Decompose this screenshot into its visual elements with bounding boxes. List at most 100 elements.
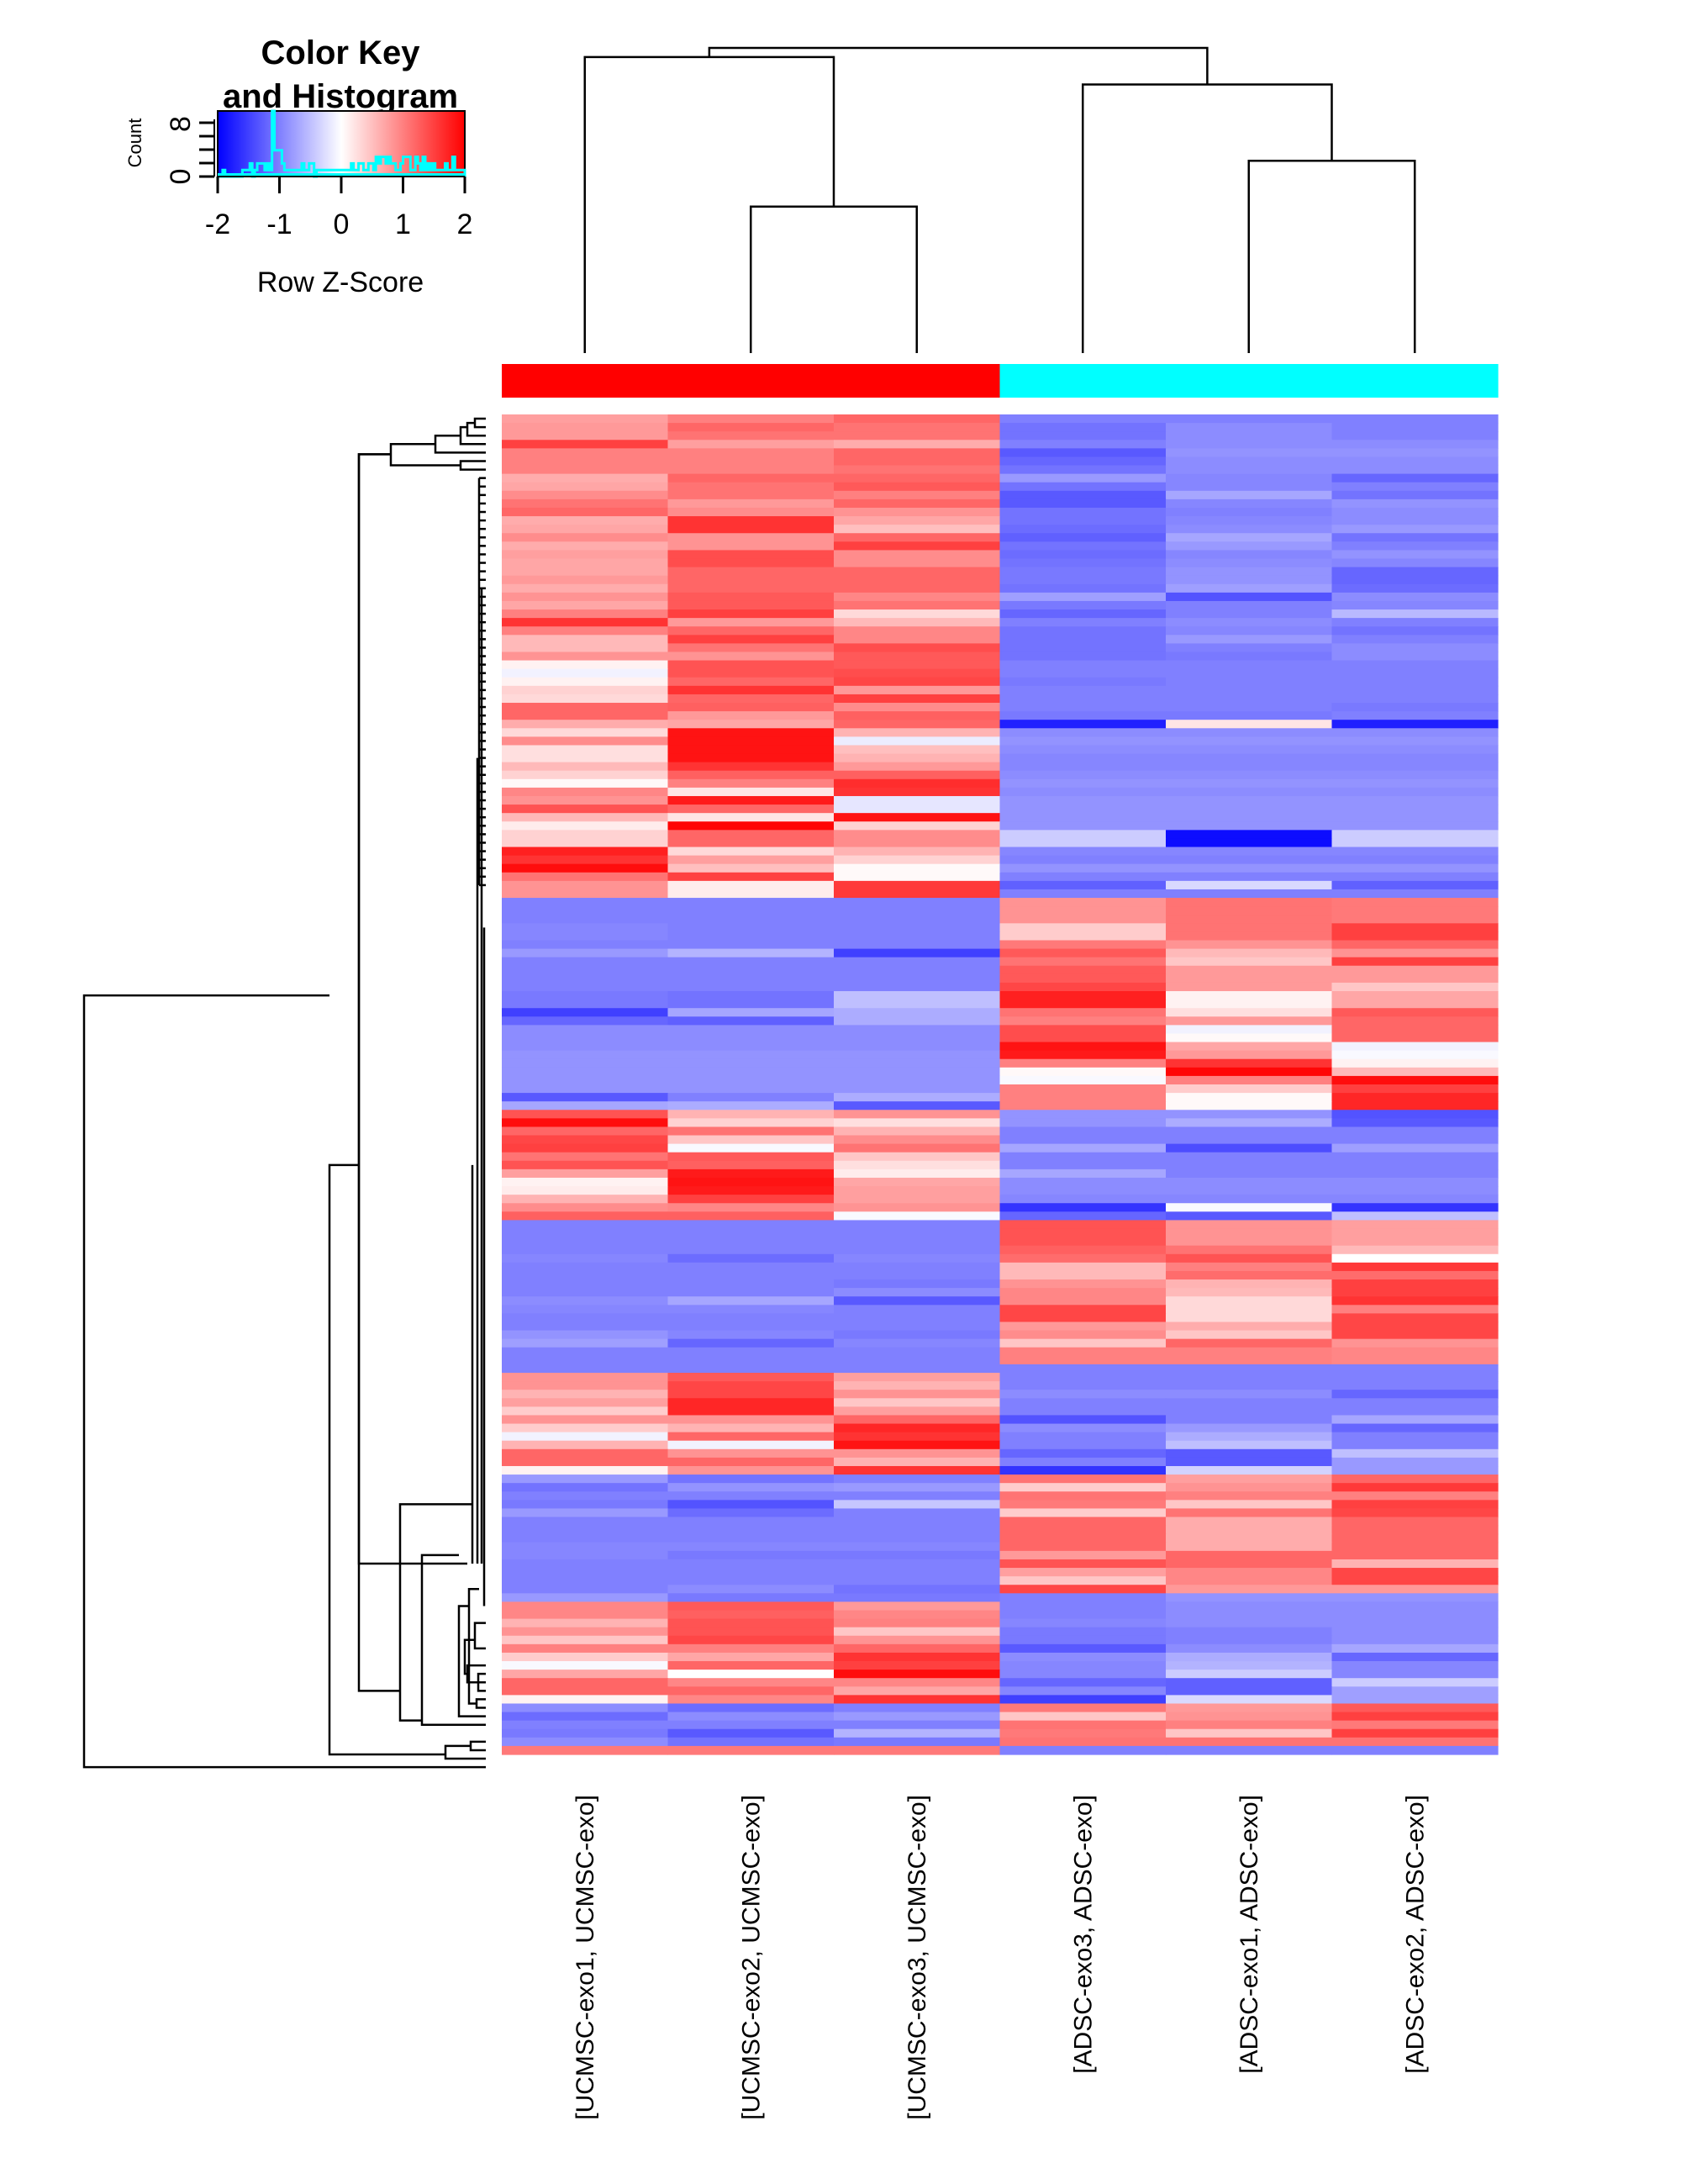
heatmap-cell — [999, 889, 1167, 899]
heatmap-cell — [999, 957, 1167, 967]
heatmap-cell — [667, 1517, 835, 1527]
heatmap-cell — [502, 1712, 669, 1722]
heatmap-cell — [667, 583, 835, 593]
heatmap-cell — [502, 668, 669, 678]
heatmap-cell — [999, 1110, 1167, 1119]
heatmap-cell — [999, 923, 1167, 933]
heatmap-cell — [1331, 1305, 1499, 1314]
heatmap-cell — [1166, 1177, 1333, 1187]
heatmap-cell — [1166, 1279, 1333, 1289]
heatmap-cell — [834, 541, 1001, 551]
heatmap-cell — [1331, 1712, 1499, 1722]
heatmap-cell — [1166, 1440, 1333, 1450]
heatmap-cell — [834, 1330, 1001, 1340]
heatmap-cell — [502, 821, 669, 831]
heatmap-cell — [1331, 499, 1499, 509]
heatmap-cell — [667, 1016, 835, 1026]
heatmap-cell — [999, 1550, 1167, 1560]
heatmap-cell — [1331, 915, 1499, 924]
heatmap-cell — [667, 635, 835, 644]
heatmap-cell — [502, 490, 669, 500]
heatmap-cell — [667, 1508, 835, 1518]
heatmap-cell — [502, 1500, 669, 1510]
heatmap-cell — [1331, 533, 1499, 542]
heatmap-cell — [667, 1745, 835, 1755]
heatmap-cell — [667, 931, 835, 942]
heatmap-cell — [667, 923, 835, 933]
heatmap-cell — [667, 1305, 835, 1314]
heatmap-cell — [1331, 1152, 1499, 1162]
heatmap-cell — [1166, 1720, 1333, 1730]
heatmap-cell — [502, 1406, 669, 1416]
heatmap-cell — [834, 1211, 1001, 1221]
heatmap-cell — [1331, 660, 1499, 670]
heatmap-cell — [834, 448, 1001, 458]
row-dendrogram-branch — [82, 994, 486, 1769]
heatmap-cell — [999, 558, 1167, 568]
heatmap-cell — [1166, 668, 1333, 678]
heatmap-cell — [1166, 592, 1333, 602]
heatmap-cell — [1331, 1390, 1499, 1399]
heatmap-cell — [999, 1288, 1167, 1297]
heatmap-cell — [999, 1745, 1167, 1755]
heatmap-cell — [1166, 973, 1333, 984]
heatmap-cell — [1166, 778, 1333, 789]
heatmap-cell — [1166, 1559, 1333, 1569]
heatmap-cell — [502, 1042, 669, 1052]
heatmap-cell — [1331, 770, 1499, 780]
heatmap-cell — [1331, 1627, 1499, 1637]
heatmap-cell — [502, 711, 669, 720]
heatmap-cell — [1331, 668, 1499, 678]
heatmap-cell — [502, 1381, 669, 1390]
heatmap-cell — [999, 1652, 1167, 1662]
heatmap-cell — [1331, 1288, 1499, 1297]
heatmap-cell — [999, 423, 1167, 432]
heatmap-cell — [1166, 533, 1333, 542]
heatmap-cell — [999, 1152, 1167, 1162]
heatmap-cell — [667, 847, 835, 857]
heatmap-cell — [667, 1533, 835, 1543]
heatmap-cell — [667, 1110, 835, 1119]
heatmap-cell — [834, 1228, 1001, 1238]
heatmap-cell — [502, 1016, 669, 1026]
heatmap-cell — [1331, 855, 1499, 865]
heatmap-cell — [999, 1533, 1167, 1543]
heatmap-cell — [999, 677, 1167, 687]
heatmap-cell — [834, 1118, 1001, 1128]
heatmap-cell — [999, 1262, 1167, 1272]
heatmap-cell — [1331, 1093, 1499, 1102]
heatmap-cell — [667, 431, 835, 440]
heatmap-cell — [1166, 1016, 1333, 1026]
heatmap-cell — [834, 609, 1001, 619]
heatmap-cell — [1331, 592, 1499, 602]
heatmap-cell — [1331, 1568, 1499, 1577]
heatmap-cell — [834, 703, 1001, 712]
heatmap-cell — [834, 787, 1001, 797]
heatmap-cell — [1331, 1237, 1499, 1247]
heatmap-cell — [999, 991, 1167, 1000]
heatmap-cell — [502, 948, 669, 958]
heatmap-cell — [999, 1373, 1167, 1382]
heatmap-cell — [999, 440, 1167, 449]
heatmap-cell — [667, 1703, 835, 1713]
row-dendrogram-branch — [469, 1740, 486, 1752]
heatmap-cell — [1331, 872, 1499, 882]
heatmap-cell — [502, 1237, 669, 1247]
heatmap-cell — [502, 1101, 669, 1110]
heatmap-cell — [667, 1338, 835, 1348]
heatmap-cell — [1331, 1585, 1499, 1594]
heatmap-cell — [834, 880, 1001, 890]
heatmap-cell — [502, 1075, 669, 1085]
heatmap-cell — [1166, 660, 1333, 670]
heatmap-cell — [1331, 1652, 1499, 1662]
heatmap-cell — [667, 1720, 835, 1730]
heatmap-cell — [1166, 1643, 1333, 1654]
heatmap-cell — [502, 720, 669, 729]
heatmap-cell — [667, 1440, 835, 1450]
heatmap-cell — [667, 898, 835, 907]
heatmap-cell — [1166, 1712, 1333, 1722]
column-side-color — [1331, 364, 1499, 398]
heatmap-cell — [667, 1601, 835, 1612]
heatmap-cell — [834, 1568, 1001, 1577]
heatmap-cell — [1166, 821, 1333, 831]
